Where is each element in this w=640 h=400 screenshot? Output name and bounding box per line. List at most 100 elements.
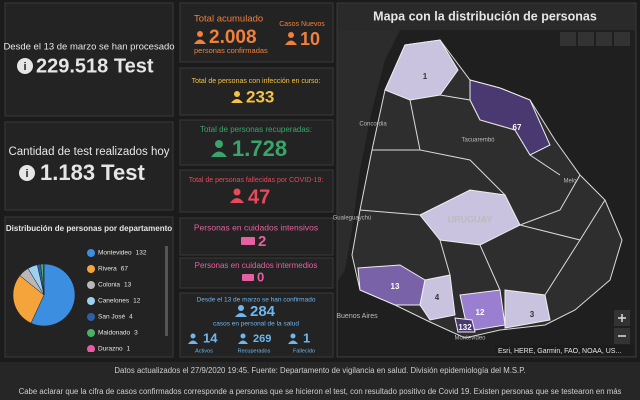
info-i: i (23, 61, 26, 73)
legend-label: Montevideo (98, 250, 132, 257)
pie-chart (12, 263, 76, 327)
panel (179, 67, 334, 116)
footer-updated: Datos actualizados el 27/9/2020 19:45. F… (114, 366, 525, 375)
person-icon (238, 340, 248, 344)
region (454, 317, 476, 333)
label: Total de personas fallecidas por COVID-1… (189, 177, 324, 184)
breakdown-label: Recuperados (238, 348, 271, 354)
map-title: Mapa con la distribución de personas (373, 9, 597, 23)
pie-slice (12, 275, 45, 324)
person-icon (188, 340, 198, 344)
legend-value: 67 (121, 266, 129, 273)
panel (179, 2, 334, 63)
bed-icon (241, 237, 255, 245)
person-icon (190, 333, 196, 339)
region-label: 132 (458, 323, 472, 332)
breakdown-value: 14 (203, 330, 218, 345)
panel (4, 121, 174, 211)
value: 2.008 (209, 27, 257, 48)
legend-value: 132 (136, 250, 147, 257)
unit: casos en personal de la salud (213, 321, 299, 328)
value: 1.183 Test (40, 160, 145, 185)
legend-label: Canelones (98, 298, 130, 305)
label: Total de personas recuperadas: (200, 125, 312, 134)
person-icon (240, 333, 246, 339)
person-icon (285, 40, 297, 45)
pie-slice (30, 263, 76, 327)
info-icon (19, 165, 35, 181)
info-i: i (25, 168, 28, 180)
region-label: 13 (391, 282, 400, 291)
label: Personas en cuidados intensivos (194, 222, 318, 232)
person-icon (235, 313, 247, 317)
breakdown: 14 Activos 269 Recuperados 1 Fallecido (188, 330, 315, 354)
legend-label: San José (98, 314, 125, 321)
unit: personas confirmadas (194, 46, 268, 55)
label: Total acumulado (194, 14, 263, 25)
footer (0, 362, 640, 400)
region-label: 12 (476, 308, 485, 317)
panel (179, 292, 334, 358)
region-label: 3 (530, 310, 535, 319)
legend-swatch (87, 297, 95, 305)
map-land (338, 30, 400, 280)
attribution: Esri, HERE, Garmin, FAO, NOAA, US... (498, 348, 621, 355)
value: 1.728 (232, 136, 287, 161)
legend-label: Maldonado (98, 330, 131, 337)
breakdown-value: 269 (253, 333, 271, 345)
legend-swatch (87, 345, 95, 352)
legend-value: 13 (124, 282, 132, 289)
value: 2 (258, 233, 266, 250)
panel (4, 2, 174, 117)
legend-label: Colonia (98, 282, 120, 289)
person-icon (233, 188, 241, 196)
legend-value: 1 (127, 346, 131, 353)
map (338, 30, 635, 356)
person-icon (211, 151, 227, 157)
home-button[interactable] (560, 32, 576, 46)
place-label: URUGUAY (448, 214, 493, 224)
person-icon (238, 305, 244, 311)
caption: Desde el 13 de marzo se han confirmado (197, 297, 316, 304)
legend-swatch (87, 281, 95, 289)
panel (179, 257, 334, 289)
zoom-icons (618, 314, 626, 337)
person-icon (231, 99, 243, 103)
scrollbar (165, 246, 168, 336)
place-label: Montevideo (454, 336, 486, 342)
label: Personas en cuidados intermedios (195, 261, 318, 270)
panel (179, 217, 334, 256)
person-icon (290, 333, 296, 339)
caption: Desde el 13 de marzo se han procesado (3, 42, 174, 53)
place-label: Concordia (359, 122, 387, 128)
legend-swatch (87, 329, 95, 337)
list-button[interactable] (578, 32, 594, 46)
person-icon (288, 340, 298, 344)
place-label: Gualeguaychú (333, 216, 372, 222)
label: Casos Nuevos (279, 21, 325, 28)
label: Total de personas con infección en curso… (192, 78, 321, 85)
value: 233 (246, 87, 274, 106)
map-controls[interactable] (560, 32, 630, 344)
legend-value: 4 (129, 314, 133, 321)
place-label: Tacuarembó (461, 138, 495, 144)
breakdown-value: 1 (303, 330, 310, 345)
region (504, 289, 551, 329)
value: 0 (257, 269, 264, 284)
person-icon (215, 140, 223, 148)
map-labels: 1 67 13 4 12 3 132 Concordia Tacuarembó Melo URUGU… (333, 72, 578, 341)
person-icon (194, 39, 206, 44)
attribution-bg (495, 345, 635, 356)
value: 10 (300, 29, 320, 49)
footer-note: Cabe aclarar que la cifra de casos confi… (19, 387, 622, 396)
legend-label: Rivera (98, 266, 117, 273)
layers-button[interactable] (596, 32, 612, 46)
region (419, 274, 456, 321)
value: 47 (248, 186, 270, 208)
person-icon (288, 32, 294, 38)
person-icon (234, 91, 240, 97)
basemap-button[interactable] (614, 32, 630, 46)
legend-swatch (87, 313, 95, 321)
region-label: 67 (513, 123, 522, 132)
